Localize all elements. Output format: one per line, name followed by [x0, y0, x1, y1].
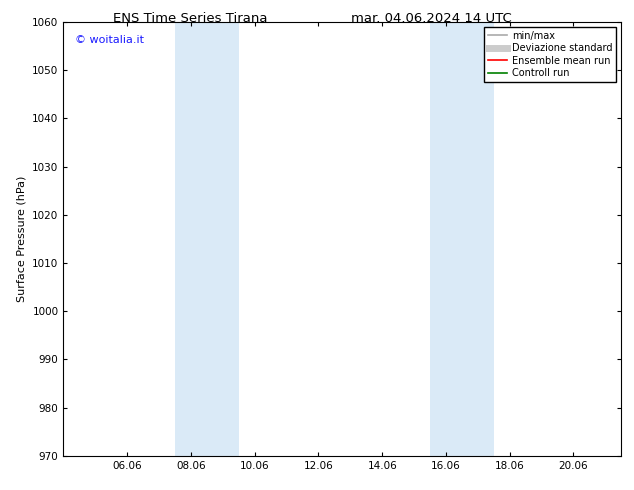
- Text: mar. 04.06.2024 14 UTC: mar. 04.06.2024 14 UTC: [351, 12, 512, 25]
- Legend: min/max, Deviazione standard, Ensemble mean run, Controll run: min/max, Deviazione standard, Ensemble m…: [484, 27, 616, 82]
- Bar: [430, 22, 494, 456]
- Bar: [175, 22, 239, 456]
- Text: ENS Time Series Tirana: ENS Time Series Tirana: [113, 12, 268, 25]
- Y-axis label: Surface Pressure (hPa): Surface Pressure (hPa): [16, 176, 27, 302]
- Text: © woitalia.it: © woitalia.it: [75, 35, 143, 45]
